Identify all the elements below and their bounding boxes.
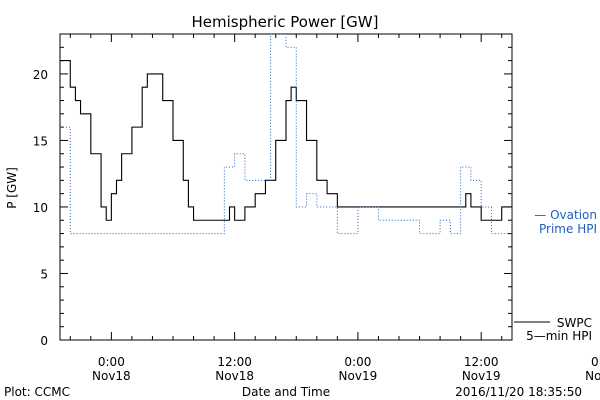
y-tick-label: 5 (40, 267, 48, 281)
y-tick-label: 15 (33, 134, 48, 148)
footer-plot-credit: Plot: CCMC (4, 385, 70, 399)
x-tick-label-date: Nov19 (339, 369, 378, 383)
axis-ticks: 051015200:00Nov1812:00Nov180:00Nov1912:0… (33, 33, 600, 383)
y-tick-label: 10 (33, 201, 48, 215)
x-tick-label-time: 12:00 (217, 355, 252, 369)
y-tick-label: 20 (33, 68, 48, 82)
x-axis-label: Date and Time (242, 385, 330, 399)
x-tick-label-date: Nov20 (585, 369, 600, 383)
chart-title: Hemispheric Power [GW] (192, 13, 379, 31)
legend-swpc-line1: SWPC (557, 316, 592, 330)
series-layer (60, 34, 512, 235)
series-swpc-line (60, 60, 512, 221)
y-axis-label: P [GW] (5, 167, 19, 209)
plot-frame (59, 33, 513, 341)
series-group (60, 34, 512, 235)
x-tick-label-date: Nov18 (215, 369, 254, 383)
legend-ovation-line1: — Ovation (534, 208, 597, 222)
legend-swpc-line2: 5—min HPI (526, 329, 592, 343)
x-tick-label-date: Nov19 (462, 369, 501, 383)
footer-timestamp: 2016/11/20 18:35:50 (455, 385, 582, 399)
x-tick-label-date: Nov18 (92, 369, 131, 383)
legend-ovation-line2: Prime HPI (539, 222, 597, 236)
x-tick-label-time: 0:00 (344, 355, 371, 369)
x-tick-label-time: 12:00 (464, 355, 499, 369)
x-tick-label-time: 0:00 (98, 355, 125, 369)
series-ovation-line (60, 34, 512, 235)
y-tick-label: 0 (40, 334, 48, 348)
x-tick-label-time: 0:00 (591, 355, 600, 369)
